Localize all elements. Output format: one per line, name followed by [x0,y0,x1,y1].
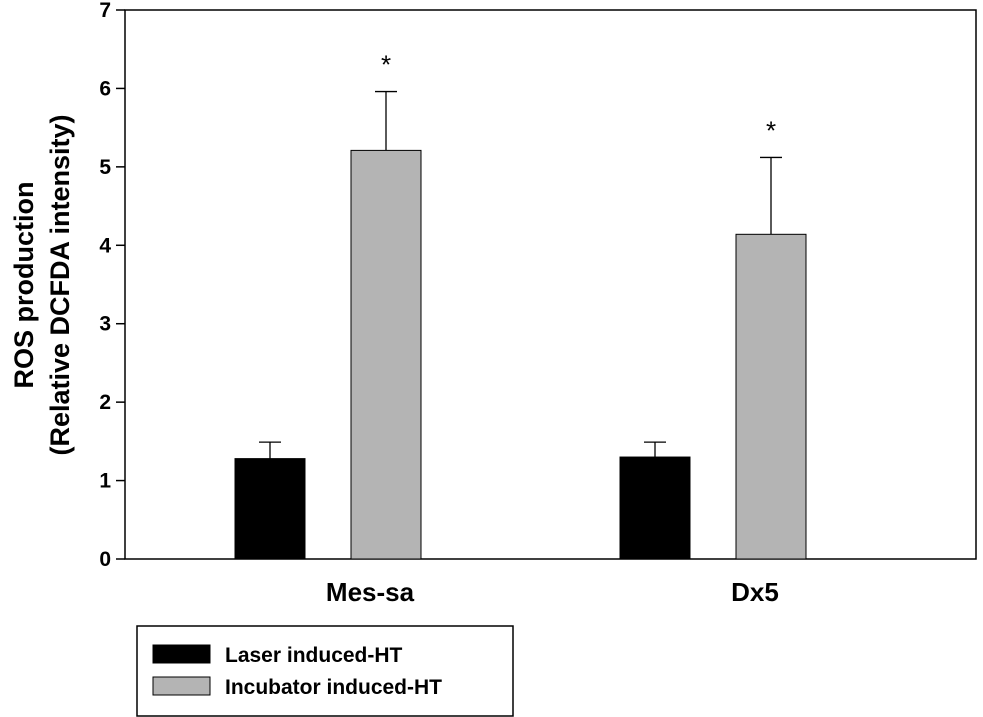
bar-laser-mes-sa [234,458,306,560]
legend-frame [136,625,514,717]
y-tick-label: 1 [99,470,111,493]
legend-label-incubator: Incubator induced-HT [225,676,442,699]
y-tick-label: 3 [99,313,111,336]
y-tick-label: 5 [99,156,111,179]
y-axis-title-line2: (Relative DCFDA intensity) [45,114,75,455]
y-tick-label: 6 [99,77,111,100]
y-tick-label: 2 [99,391,111,414]
legend: Laser induced-HT Incubator induced-HT [136,625,514,717]
y-axis-title-line1: ROS production [9,182,39,389]
y-tick-label: 7 [99,0,111,22]
y-tick-label: 0 [99,548,111,571]
legend-label-laser: Laser induced-HT [225,644,403,667]
plot-frame [124,9,977,560]
y-tick-label: 4 [99,234,111,257]
x-category-label: Dx5 [731,577,779,607]
legend-swatch-incubator [152,676,211,696]
significance-marker: * [381,50,391,80]
legend-swatch-laser [152,644,211,664]
x-axis-labels: Mes-sa Dx5 [326,577,779,607]
x-category-label: Mes-sa [326,577,415,607]
significance-marker: * [766,115,776,145]
bar-incubator-dx5 [735,233,807,560]
bars: ** [234,50,807,560]
y-axis: 0 1 2 3 4 5 6 7 [99,0,125,571]
bar-laser-dx5 [619,456,691,560]
bar-incubator-mes-sa [350,149,422,560]
